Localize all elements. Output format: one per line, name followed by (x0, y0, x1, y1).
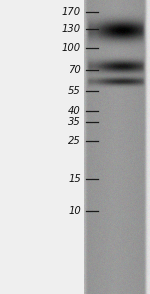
Text: 100: 100 (62, 43, 81, 53)
Text: 40: 40 (68, 106, 81, 116)
Text: 10: 10 (68, 206, 81, 216)
Text: 25: 25 (68, 136, 81, 146)
Text: 130: 130 (62, 24, 81, 34)
Text: 15: 15 (68, 174, 81, 184)
Text: 170: 170 (62, 7, 81, 17)
Text: 55: 55 (68, 86, 81, 96)
Text: 35: 35 (68, 117, 81, 127)
Text: 70: 70 (68, 65, 81, 75)
